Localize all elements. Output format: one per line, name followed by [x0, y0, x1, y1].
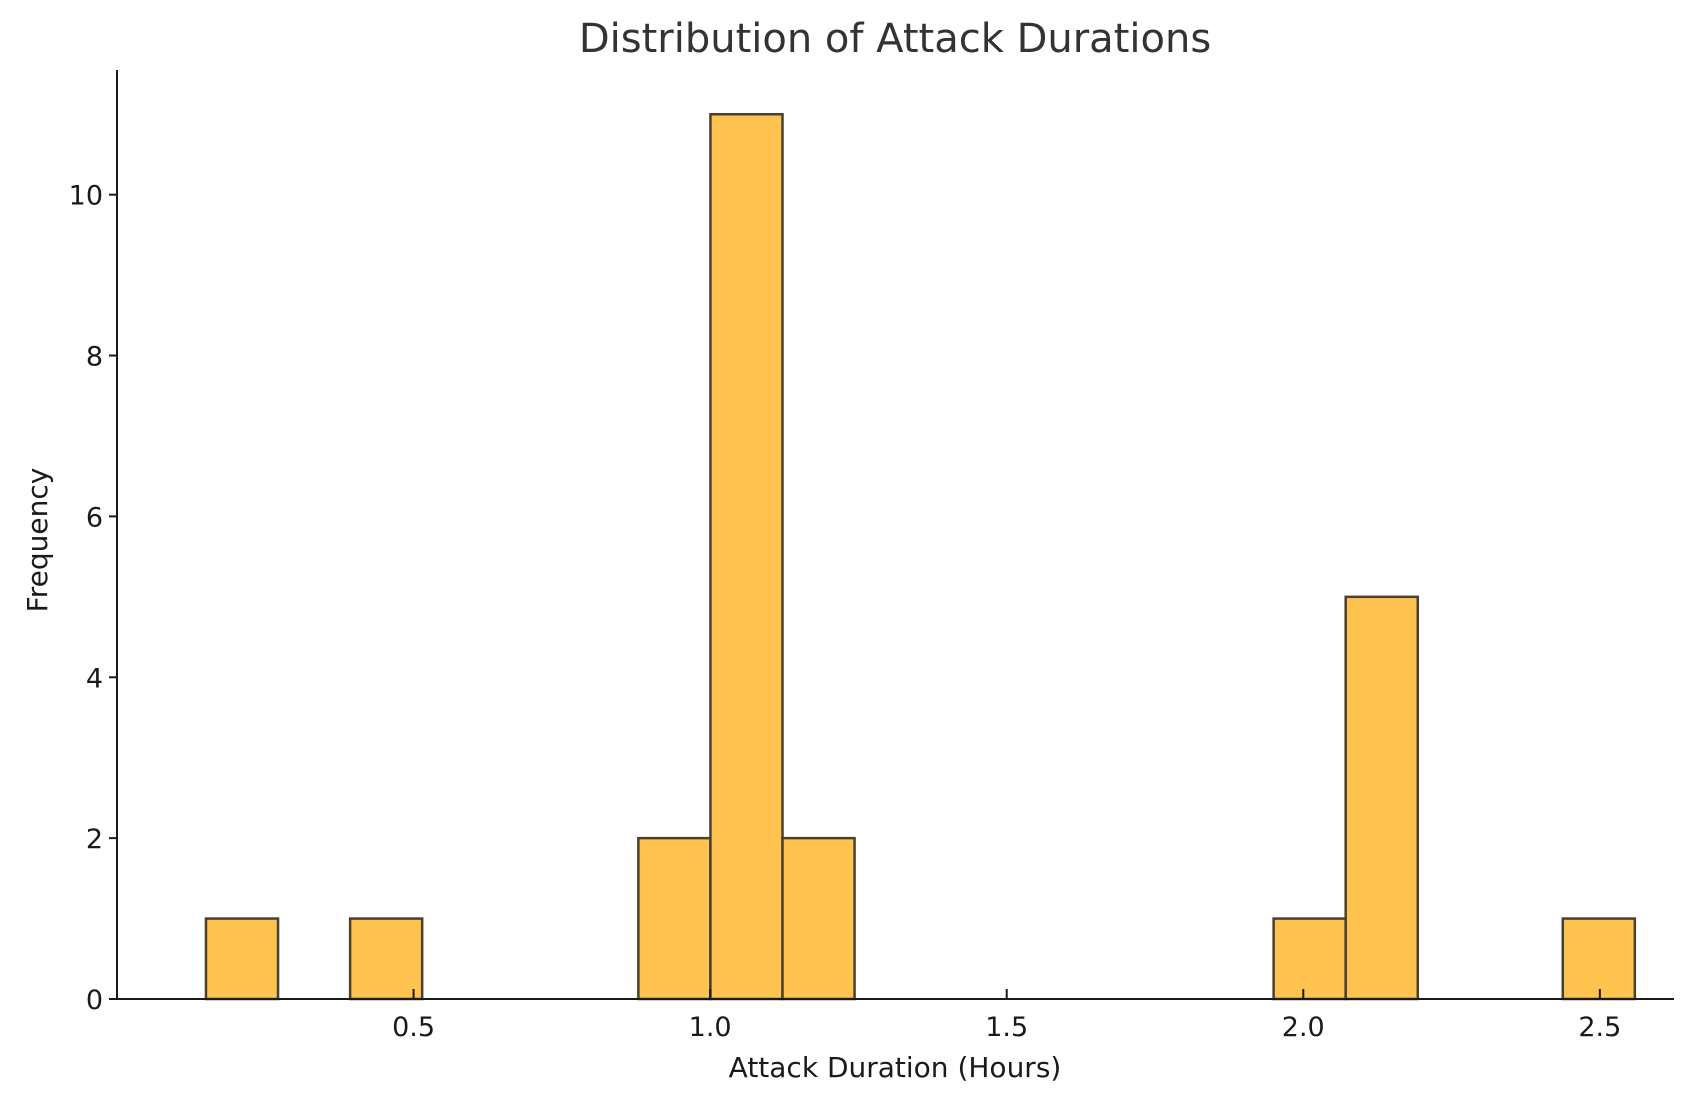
histogram-bar-6: [1344, 595, 1420, 1001]
y-axis-ticks: 0 2 4 6 8 10: [69, 181, 117, 1016]
histogram-bar-4: [781, 836, 856, 1001]
x-tick-label: 2.0: [1282, 1012, 1325, 1043]
x-axis-ticks: 0.5 1.0 1.5 2.0 2.5: [392, 989, 1621, 1043]
y-tick-label: 6: [86, 502, 103, 533]
histogram-bar-5: [1272, 917, 1347, 1001]
bars-layer: [204, 112, 1637, 1001]
x-axis-label: Attack Duration (Hours): [729, 1051, 1062, 1084]
histogram-bar-2: [637, 836, 712, 1001]
histogram-bar-7: [1561, 917, 1637, 1001]
y-tick-label: 8: [86, 342, 103, 373]
y-tick-label: 10: [69, 181, 103, 212]
y-axis-label: Frequency: [21, 468, 54, 613]
y-tick-label: 2: [86, 824, 103, 855]
x-tick-label: 0.5: [392, 1012, 435, 1043]
histogram-bar-3: [709, 112, 784, 1001]
y-tick-label: 4: [86, 663, 103, 694]
chart-title: Distribution of Attack Durations: [579, 16, 1211, 62]
histogram-bar-1: [348, 917, 424, 1001]
histogram-bar-0: [204, 917, 280, 1001]
y-tick-label: 0: [86, 985, 103, 1016]
x-tick-label: 1.0: [689, 1012, 732, 1043]
x-tick-label: 2.5: [1578, 1012, 1621, 1043]
x-tick-label: 1.5: [985, 1012, 1028, 1043]
